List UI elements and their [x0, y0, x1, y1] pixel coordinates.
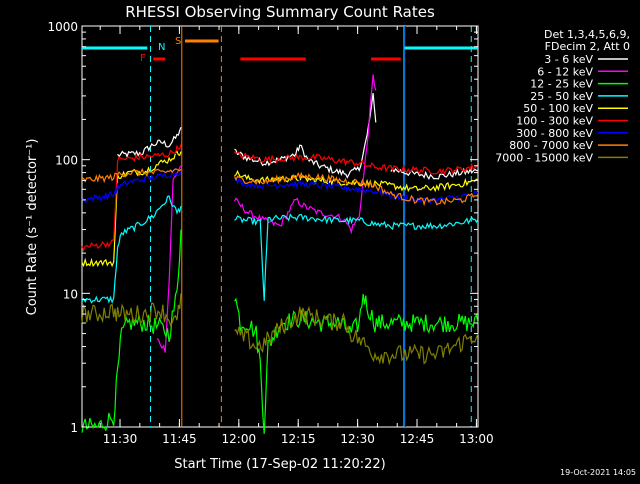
legend-label: 50 - 100 keV — [523, 102, 593, 115]
state-label-f: F — [140, 53, 146, 64]
legend-header-line: FDecim 2, Att 0 — [545, 40, 630, 53]
legend-label: 300 - 800 keV — [516, 127, 593, 140]
footer-timestamp: 19-Oct-2021 14:05 — [560, 468, 636, 477]
y-axis-label: Count Rate (s⁻¹ detector⁻¹) — [25, 139, 40, 316]
y-tick-label: 100 — [55, 154, 78, 168]
x-tick-label: 12:15 — [281, 432, 316, 446]
x-tick-label: 12:00 — [222, 432, 257, 446]
series-line-5-seg-1 — [234, 151, 479, 176]
series-line-6-seg-0 — [81, 169, 182, 203]
series-line-0-seg-1 — [234, 93, 377, 179]
series-line-5-seg-0 — [81, 144, 182, 252]
x-tick-label: 12:45 — [400, 432, 435, 446]
state-label-n: N — [158, 42, 165, 53]
x-axis-label: Start Time (17-Sep-02 11:20:22) — [174, 457, 385, 472]
series-line-6-seg-1 — [234, 177, 479, 205]
legend-label: 6 - 12 keV — [537, 65, 593, 78]
series-line-2-seg-0 — [81, 229, 182, 433]
series-lines — [81, 74, 479, 434]
legend-label: 3 - 6 keV — [544, 53, 593, 66]
x-tick-label: 11:45 — [162, 432, 197, 446]
legend-label: 800 - 7000 keV — [509, 139, 593, 152]
series-line-0-seg-0 — [117, 126, 182, 159]
y-tick-label: 1 — [70, 421, 78, 435]
series-line-3-seg-1 — [234, 213, 479, 301]
series-line-1-seg-0 — [156, 165, 182, 353]
series-line-8-seg-1 — [234, 305, 479, 366]
x-tick-label: 13:00 — [459, 432, 494, 446]
x-tick-label: 12:30 — [340, 432, 375, 446]
legend-label: 100 - 300 keV — [516, 115, 593, 128]
series-line-8-seg-0 — [81, 293, 182, 328]
legend-label: 25 - 50 keV — [530, 90, 593, 103]
series-line-4-seg-1 — [234, 169, 479, 193]
series-line-1-seg-1 — [233, 74, 377, 235]
x-tick-label: 11:30 — [103, 432, 138, 446]
legend-header-line: Det 1,3,4,5,6,9, — [544, 28, 630, 41]
series-line-4-seg-0 — [81, 150, 182, 268]
state-label-s: S — [175, 36, 181, 47]
legend-label: 12 - 25 keV — [530, 78, 593, 91]
y-tick-label: 1000 — [47, 20, 78, 34]
vertical-markers — [150, 26, 472, 427]
series-line-3-seg-0 — [81, 195, 182, 304]
legend-label: 7000 - 15000 keV — [495, 151, 593, 164]
series-line-2-seg-1 — [234, 293, 479, 434]
series-line-7-seg-0 — [81, 167, 182, 184]
plot-frame — [81, 25, 479, 428]
legend: Det 1,3,4,5,6,9,FDecim 2, Att 03 - 6 keV… — [495, 28, 630, 164]
y-tick-label: 10 — [63, 287, 78, 301]
state-bars: F NS — [82, 36, 478, 64]
series-line-7-seg-1 — [233, 171, 479, 207]
axis-ticks: 11:30 11:45 12:00 12:15 12:30 12:45 13:00 1 10 10… — [47, 20, 493, 446]
chart-title: RHESSI Observing Summary Count Rates — [125, 3, 435, 21]
